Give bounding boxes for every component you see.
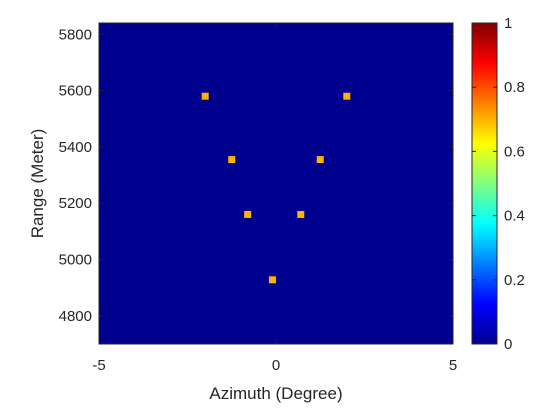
x-tick-label: 0 [272,357,280,374]
data-point [316,156,324,164]
colorbar-tick-label: 0.2 [504,272,525,289]
data-point [297,210,305,218]
y-tick-label: 5200 [59,195,92,212]
x-tick-label: -5 [92,357,105,374]
colorbar-tick-label: 0 [504,336,512,353]
x-axis-label: Azimuth (Degree) [209,384,342,403]
y-tick-label: 5400 [59,139,92,156]
colorbar-axis: 0 0.2 0.4 0.6 0.8 1 [472,15,525,353]
y-tick-label: 4800 [59,308,92,325]
colorbar-tick-label: 0.4 [504,208,525,225]
data-point [244,210,252,218]
colorbar [471,22,498,345]
colorbar-tick-label: 0.8 [504,79,525,96]
colorbar-tick-label: 0.6 [504,143,525,160]
data-point [268,276,276,284]
x-tick-label: 5 [449,357,457,374]
x-axis: -5 0 5 [92,23,457,374]
y-axis-label: Range (Meter) [28,129,47,239]
y-axis: 4800 5000 5200 5400 5600 5800 [59,26,453,325]
y-tick-label: 5600 [59,83,92,100]
plot-area [99,23,453,344]
y-tick-label: 5800 [59,26,92,43]
heatmap-points [201,92,351,284]
data-point [228,156,236,164]
data-point [343,92,351,100]
y-tick-label: 5000 [59,252,92,269]
data-point [201,92,209,100]
colorbar-tick-label: 1 [504,15,512,32]
